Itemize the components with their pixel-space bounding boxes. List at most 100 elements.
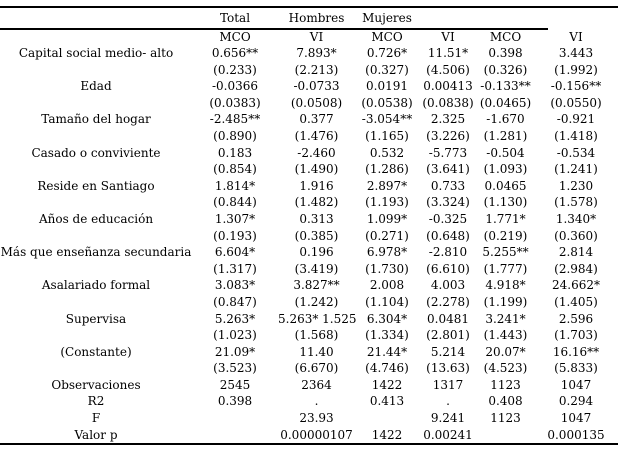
group-header-row: Total Hombres Mujeres [0,8,618,28]
std-error-row: (3.523) (6.670) (4.746) (13.63) (4.523) (5.83… [0,360,618,377]
se-cell: (1.334) [365,328,409,343]
stat-cell: 1123 [490,377,521,392]
se-cell: (1.130) [483,195,528,210]
std-error-row: (1.317) (3.419) (1.730) (6.610) (1.777) (2.98… [0,261,618,278]
std-error-row: (0.847) (1.242) (1.104) (2.278) (1.199) (1.40… [0,294,618,311]
row-label: (Constante) [60,344,132,359]
coef-cell: 16.16** [552,344,600,359]
se-cell: (13.63) [426,361,470,376]
coef-cell: 0.183 [217,145,253,160]
group-header-total: Total [219,11,251,25]
se-cell: (4.523) [483,361,528,376]
empty-cell [534,8,618,28]
coef-cell: 21.09* [214,344,256,359]
subheader-mujeres-mco: MCO [489,30,522,44]
row-label: Casado o conviviente [31,145,161,160]
se-cell: (1.730) [365,261,409,276]
coef-cell: 0.0191 [366,79,408,94]
se-cell: (1.490) [294,162,339,177]
se-cell: (2.801) [426,328,470,343]
coef-cell: 0.398 [488,46,523,60]
se-cell: (0.327) [365,62,409,77]
coefficient-row: Años de educación 1.307* 0.313 1.099* -0.325… [0,211,618,228]
row-label: Más que enseñanza secundaria [0,245,192,260]
se-cell: (0.890) [213,128,257,143]
coef-cell: 1.230 [558,178,594,193]
coef-cell: -0.325 [428,211,468,226]
stat-cell [477,427,534,444]
se-cell: (1.443) [483,328,528,343]
coef-cell: 0.532 [369,145,405,160]
se-cell: (1.992) [554,62,598,77]
se-cell: (0.854) [213,162,257,177]
stat-row: R2 0.398. 0.413. 0.408 0.294 [0,393,618,410]
stat-cell: 1123 [490,411,521,426]
coef-cell: 7.893* [296,46,337,60]
se-cell: (0.0538) [361,95,413,110]
coef-cell: 0.377 [299,112,334,127]
stat-cell [192,410,278,427]
stat-row-label: R2 [87,394,105,409]
stat-cell: 0.000135 [547,427,605,442]
se-cell: (0.219) [483,228,528,243]
coef-cell: -2.485** [209,112,261,127]
se-cell: (1.281) [483,128,528,143]
coef-cell: -5.773 [428,145,468,160]
coef-cell: 5.263* [214,311,256,326]
se-cell: (1.165) [365,128,409,143]
se-cell: (0.847) [213,294,257,309]
coefficient-row: Tamaño del hogar -2.485** 0.377 -3.054** 2.3… [0,111,618,128]
coefficient-row: Más que enseñanza secundaria 6.604* 0.196 6… [0,244,618,261]
row-label-empty [0,161,192,178]
subheader-mujeres-vi: VI [569,30,583,44]
coef-cell: 0.313 [299,211,334,226]
coef-cell: -0.921 [556,112,596,127]
se-cell: (0.844) [213,195,257,210]
corner-empty-cell [0,8,192,28]
se-cell: (0.326) [483,62,528,77]
se-cell: (1.199) [483,294,528,309]
sub-header-row: MCO VI MCO VI MCO VI [0,30,618,45]
coefficient-row: Edad -0.0366 -0.0733 0.0191 0.00413 -0.133** -… [0,78,618,95]
se-cell: (4.746) [365,361,409,376]
se-cell: (3.419) [294,261,339,276]
std-error-row: (0.844) (1.482) (1.193) (3.324) (1.130) (1.57… [0,194,618,211]
coef-cell: -2.460 [297,145,336,160]
coef-cell: 0.733 [430,178,466,193]
empty-cell [0,30,192,45]
coef-cell: 1.340* [555,211,597,226]
coef-cell: 2.325 [430,112,466,127]
stat-row-label: Observaciones [51,377,141,392]
coef-cell: 0.726* [366,46,408,60]
coef-cell: 0.0465 [484,178,527,193]
std-error-row: (0.233) (2.213) (0.327) (4.506) (0.326) (1.99… [0,62,618,79]
group-header-hombres: Hombres [288,11,345,25]
table-bottom-rule [0,443,618,446]
coef-cell: -0.534 [556,145,596,160]
se-cell: (6.670) [294,361,339,376]
coef-cell: 6.604* [214,245,256,260]
table-body: Capital social medio- alto 0.656** 7.893* 0… [0,45,618,443]
row-label-empty [0,228,192,245]
se-cell: (1.418) [554,128,598,143]
se-cell: (1.104) [365,294,409,309]
coef-cell: -0.156** [550,79,602,94]
row-label: Asalariado formal [41,278,151,293]
se-cell: (1.242) [294,294,339,309]
std-error-row: (0.890) (1.476) (1.165) (3.226) (1.281) (1.41… [0,128,618,145]
stat-cell: 0.00000107 [280,427,353,442]
se-cell: (1.241) [554,162,598,177]
row-label: Tamaño del hogar [41,112,151,127]
se-cell: (0.0383) [209,95,261,110]
stat-cell: 1422 [371,427,403,442]
subheader-total-vi: VI [309,30,324,44]
row-label-empty [0,62,192,79]
coefficient-row: (Constante) 21.09* 11.40 21.44* 5.214 20.07* 1… [0,344,618,361]
se-cell: (2.213) [294,62,339,77]
se-cell: (2.278) [426,294,470,309]
coef-cell: 3.827** [293,278,340,293]
coef-cell: -2.810 [428,245,468,260]
coef-cell: 5.214 [430,344,466,359]
coefficient-row: Casado o conviviente 0.183 -2.460 0.532 -5.7… [0,145,618,162]
